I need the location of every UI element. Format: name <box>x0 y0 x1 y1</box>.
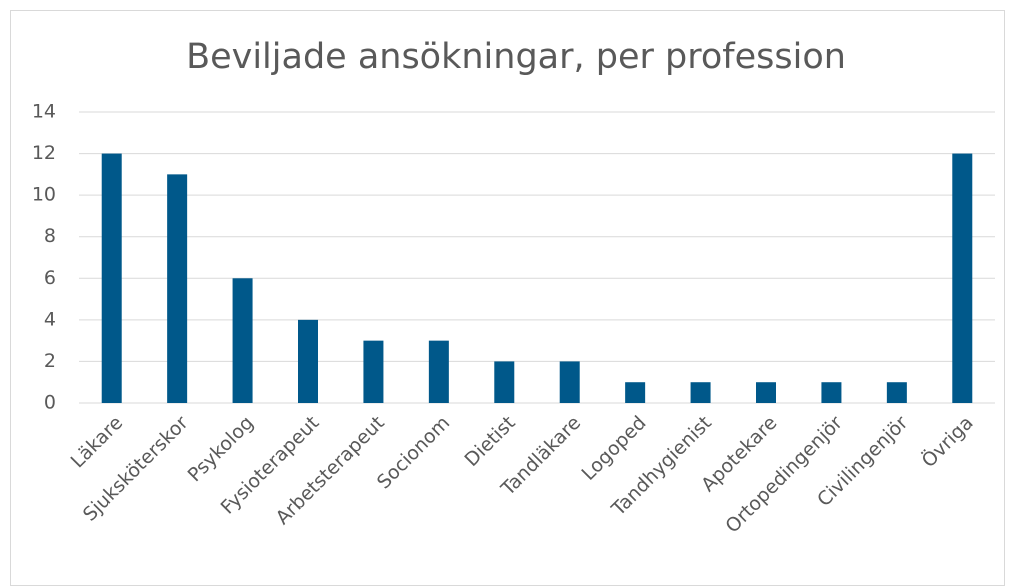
y-tick-label: 2 <box>44 350 56 372</box>
bar <box>821 382 842 403</box>
bar <box>756 382 776 403</box>
bar <box>952 153 973 403</box>
y-tick-label: 10 <box>32 184 56 206</box>
y-tick-label: 8 <box>44 225 56 247</box>
chart-title: Beviljade ansökningar, per profession <box>186 37 846 77</box>
bar <box>625 382 646 403</box>
bar <box>232 278 253 403</box>
bar <box>690 382 711 403</box>
y-tick-label: 6 <box>44 267 56 289</box>
y-tick-label: 14 <box>32 101 56 123</box>
bar <box>886 382 907 403</box>
chart-border <box>10 10 1005 586</box>
bar <box>494 361 515 403</box>
y-tick-label: 0 <box>44 392 56 414</box>
bar <box>428 340 449 403</box>
y-tick-label: 12 <box>32 142 56 164</box>
bar <box>363 340 384 403</box>
bar <box>101 153 122 403</box>
y-tick-label: 4 <box>44 308 56 330</box>
bar <box>559 361 580 403</box>
bar <box>298 319 318 403</box>
bar <box>167 174 188 403</box>
